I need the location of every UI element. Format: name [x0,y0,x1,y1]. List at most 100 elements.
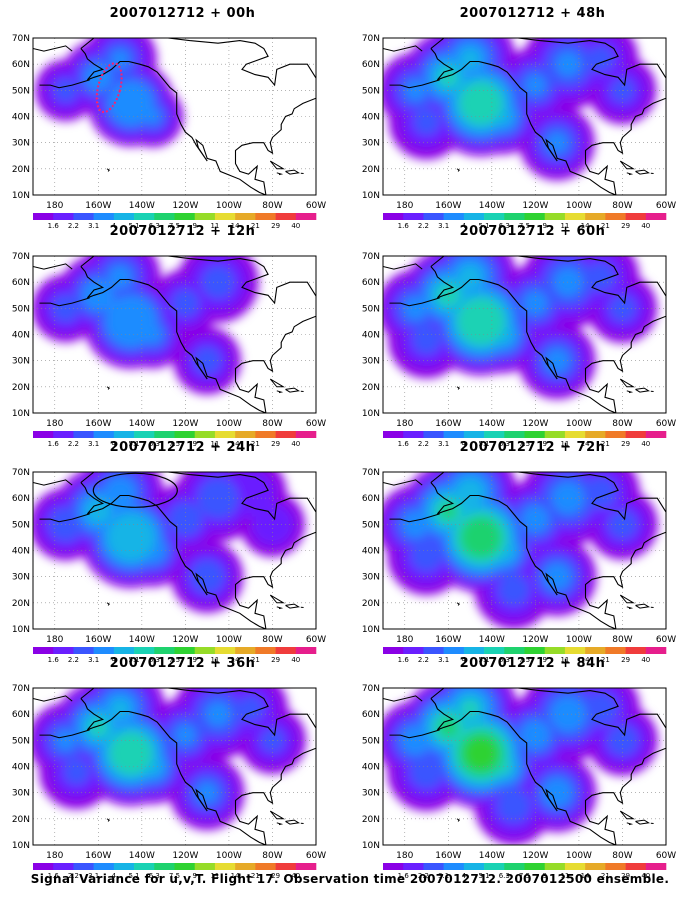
x-tick-label: 140W [479,419,505,429]
coastline-island [106,818,110,822]
colorbar-level-label: 2.2 [68,872,79,878]
colorbar-swatch [403,213,424,220]
x-tick-label: 140W [479,635,505,645]
colorbar-level-label: 14 [581,440,590,446]
y-tick-label: 40N [12,547,30,557]
colorbar-swatch [484,647,505,654]
variance-contour [553,267,583,297]
colorbar-level-label: 4 [112,656,117,662]
colorbar-swatch [194,647,216,654]
colorbar-swatch [625,431,647,438]
colorbar-level-label: 1.6 [48,440,60,446]
panel-title: 2007012712 + 12h [109,224,256,239]
x-tick-label: 160W [85,851,111,861]
variance-field [383,256,658,400]
variance-map: 180 160W 140W 120W 100W 80W 60W 10N 20N 30N 40N 50N… [362,252,676,446]
x-tick-label: 160W [435,201,461,211]
variance-contour [63,758,90,785]
colorbar-swatch [383,213,404,220]
colorbar-swatch [194,431,216,438]
colorbar-swatch [53,431,74,438]
colorbar-swatch [73,431,94,438]
colorbar-swatch [564,431,586,438]
colorbar-swatch [423,431,444,438]
y-tick-label: 70N [12,252,30,262]
colorbar-swatch [524,647,546,654]
x-tick-label: 180 [396,851,413,861]
y-tick-label: 60N [12,710,30,720]
y-tick-label: 50N [12,520,30,530]
colorbar-swatch [73,213,94,220]
colorbar-level-label: 11 [210,872,219,878]
y-tick-label: 50N [12,304,30,314]
y-tick-label: 70N [12,684,30,694]
colorbar-level-label: 11 [560,440,569,446]
variance-contour [523,291,548,316]
colorbar-level-label: 3.1 [438,872,449,878]
x-tick-label: 140W [479,201,505,211]
colorbar-swatch [154,431,175,438]
x-tick-label: 80W [612,635,632,645]
x-tick-label: 60W [306,419,326,429]
x-tick-label: 160W [85,419,111,429]
colorbar-swatch [275,213,297,220]
variance-contour [441,504,456,518]
map-panel-84h: 2007012712 + 84h 180 160W 140W 120W 100W 80W 6… [350,656,690,878]
variance-contour [496,788,531,823]
colorbar-level-label: 2.2 [68,222,79,228]
x-tick-label: 160W [435,419,461,429]
coastline-island [456,818,460,822]
map-frame [32,471,317,630]
map-frame [32,687,317,846]
colorbar-level-label: 9 [192,872,196,878]
colorbar-swatch [564,647,586,654]
colorbar-swatch [443,431,465,438]
x-tick-label: 120W [522,201,548,211]
colorbar-level-label: 1.6 [48,222,60,228]
x-tick-label: 160W [85,635,111,645]
coastline-island [269,810,286,820]
y-tick-label: 70N [362,468,380,478]
y-tick-label: 60N [12,278,30,288]
colorbar-level-label: 11 [560,222,569,228]
colorbar-swatch [605,863,626,870]
variance-map: 180 160W 140W 120W 100W 80W 60W 10N 20N 30N 40N 50N… [12,468,326,662]
colorbar-level-label: 21 [251,440,260,446]
colorbar-level-label: 5.1 [479,440,490,446]
coastline-island [626,822,634,826]
colorbar-swatch [585,647,606,654]
y-tick-label: 10N [12,409,30,419]
colorbar-swatch [403,431,424,438]
y-tick-label: 50N [12,86,30,96]
coastline [33,472,316,629]
colorbar-swatch [524,431,546,438]
colorbar-swatch [295,213,317,220]
colorbar-level-label: 6.3 [499,872,510,878]
colorbar-level-label: 3.1 [88,656,99,662]
colorbar-swatch [544,863,566,870]
map-frame [382,37,667,196]
colorbar-level-label: 9 [542,656,546,662]
variance-contour [587,45,615,73]
colorbar-swatch [93,863,115,870]
colorbar-level-label: 9 [192,222,196,228]
variance-contour [110,732,152,775]
variance-map: 180 160W 140W 120W 100W 80W 60W 10N 20N 30N 40N 50N… [362,684,676,878]
coastline-north-america [80,38,316,195]
variance-contour [110,49,130,69]
map-panel-00h: 2007012712 + 00h 180 160W 140W 120W 100W 80W 6… [0,6,340,228]
coastline-north-america [80,688,316,845]
variance-contour [227,472,275,517]
colorbar-swatch [134,647,155,654]
colorbar-swatch [235,431,256,438]
colorbar-level-label: 40 [291,872,300,878]
colorbar-level-label: 5.1 [129,222,140,228]
coastline-island [106,386,110,390]
variance-map: 180 160W 140W 120W 100W 80W 60W 10N 20N 30N 40N 50N… [12,252,326,446]
colorbar-swatch [463,213,485,220]
variance-contour [459,82,503,125]
coastline-aleutians [39,79,90,89]
y-tick-label: 10N [362,409,380,419]
x-tick-label: 180 [46,851,63,861]
map-panel-36h: 2007012712 + 36h 180 160W 140W 120W 100W 80W 6… [0,656,340,878]
